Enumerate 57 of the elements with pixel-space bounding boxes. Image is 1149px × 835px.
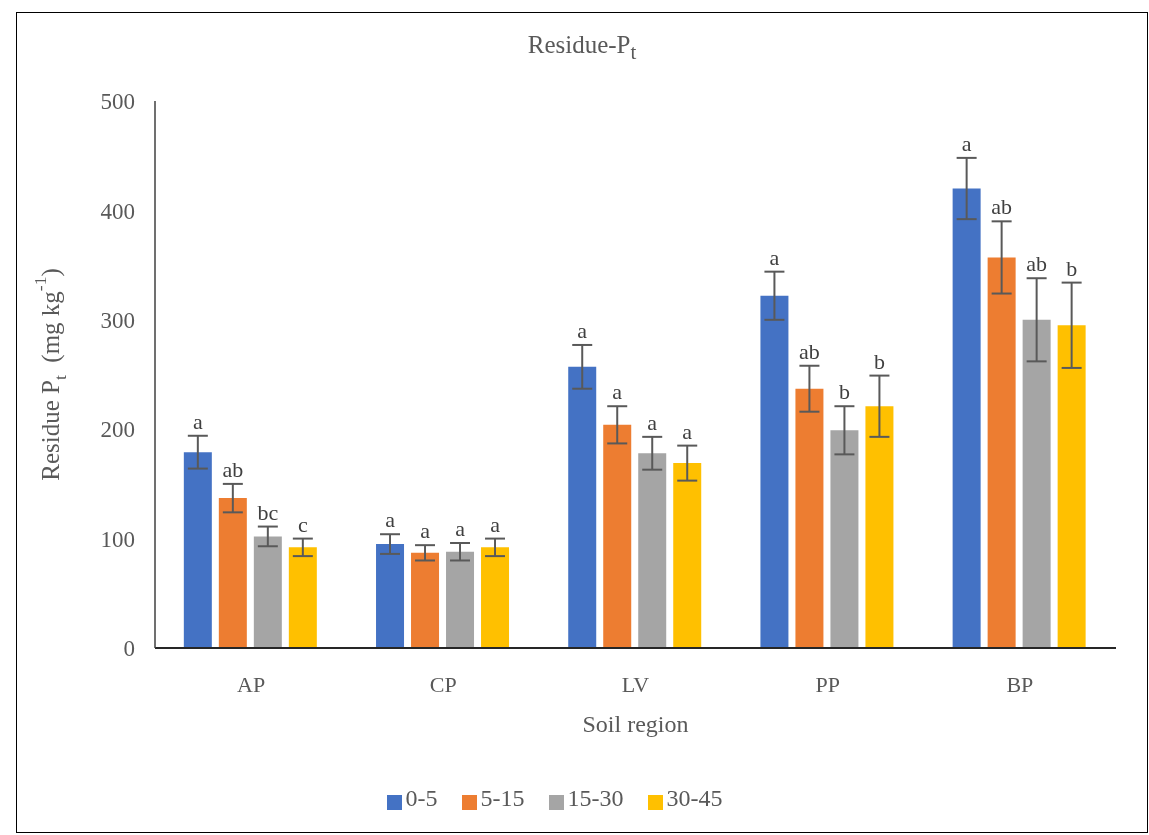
bar [288, 547, 317, 648]
x-axis-title: Soil region [582, 711, 689, 737]
bar [1057, 325, 1086, 648]
y-tick-label: 100 [100, 526, 135, 552]
legend-label: 15-30 [567, 785, 624, 811]
data-label: a [577, 317, 588, 343]
data-label: b [1066, 255, 1078, 281]
bar [795, 388, 824, 648]
x-tick-label: BP [1006, 671, 1034, 697]
data-label: a [192, 408, 203, 434]
data-label: b [838, 379, 850, 405]
bar [218, 498, 247, 648]
x-tick-label: AP [237, 671, 266, 697]
bar [760, 295, 789, 648]
data-label: a [769, 244, 780, 270]
y-tick-label: 200 [100, 417, 135, 443]
bar [481, 547, 510, 648]
data-label: a [612, 379, 623, 405]
data-label: c [297, 511, 308, 537]
bar [568, 366, 597, 648]
legend-label: 0-5 [405, 785, 438, 811]
bar [376, 544, 405, 648]
y-tick-label: 400 [100, 198, 135, 224]
legend-label: 5-15 [480, 785, 525, 811]
chart-title: Residue-P$_{t}$ [526, 31, 638, 65]
bar [411, 552, 440, 648]
bar [830, 430, 859, 648]
y-tick-label: 0 [123, 636, 135, 662]
bar [253, 536, 282, 648]
data-label: a [420, 518, 431, 544]
bar [446, 551, 475, 648]
bar [1022, 319, 1051, 648]
legend-label: 30-45 [666, 785, 723, 811]
data-label: ab [799, 338, 820, 364]
data-label: a [961, 130, 972, 156]
bar [603, 424, 632, 648]
data-label: a [385, 507, 396, 533]
bar [987, 257, 1016, 648]
data-label: ab [222, 456, 244, 482]
data-label: a [647, 409, 658, 435]
data-label: a [682, 418, 693, 444]
y-tick-label: 500 [100, 89, 135, 115]
y-tick-label: 300 [100, 307, 135, 333]
x-tick-label: CP [429, 671, 457, 697]
data-label: ab [1026, 251, 1048, 277]
data-label: b [873, 348, 885, 374]
bar [183, 452, 212, 648]
data-label: ab [991, 194, 1013, 220]
bar [952, 188, 981, 648]
x-tick-label: PP [815, 671, 840, 697]
data-label: a [490, 511, 501, 537]
data-label: a [455, 515, 466, 541]
data-label: bc [257, 499, 279, 525]
x-tick-label: LV [621, 671, 650, 697]
bar [673, 463, 702, 648]
bar [865, 406, 894, 648]
bar [638, 453, 667, 648]
